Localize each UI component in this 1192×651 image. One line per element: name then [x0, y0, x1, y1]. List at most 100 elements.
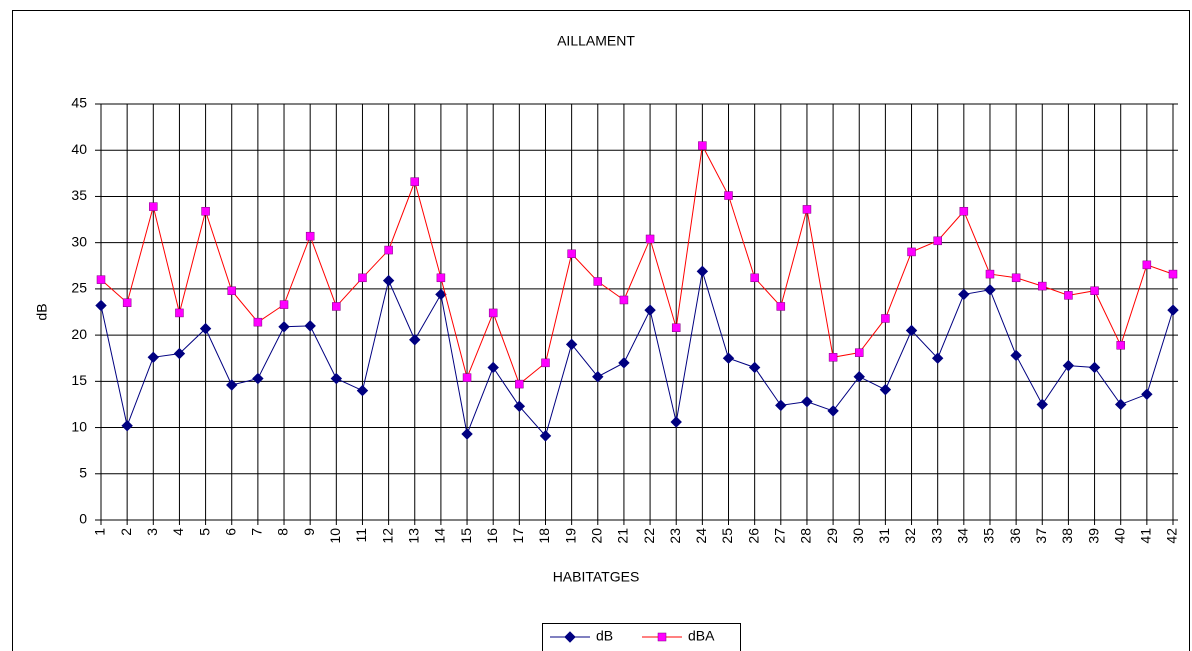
marker — [147, 351, 159, 364]
x-tick-label: 40 — [1111, 528, 1127, 544]
marker — [541, 358, 550, 368]
x-tick-label: 15 — [458, 528, 474, 544]
marker — [854, 348, 864, 357]
x-tick-label: 36 — [1007, 528, 1023, 544]
marker — [226, 379, 238, 391]
x-tick-label: 17 — [510, 528, 526, 544]
marker — [645, 234, 655, 244]
x-tick-label: 38 — [1059, 528, 1075, 544]
y-tick-label: 40 — [71, 141, 87, 157]
marker — [592, 371, 604, 383]
marker — [173, 347, 186, 360]
marker — [121, 419, 133, 432]
marker — [96, 275, 106, 284]
series-line — [100, 143, 1174, 385]
marker — [461, 428, 473, 440]
marker — [985, 269, 995, 279]
marker — [748, 361, 761, 374]
marker — [644, 304, 656, 316]
marker — [671, 323, 681, 332]
x-tick-label: 27 — [772, 528, 788, 544]
marker — [462, 373, 472, 382]
marker — [382, 274, 395, 287]
x-tick-label: 22 — [641, 528, 657, 544]
marker — [1141, 388, 1153, 400]
marker — [515, 379, 524, 389]
y-tick-label: 5 — [79, 464, 87, 480]
x-tick-label: 13 — [405, 528, 421, 544]
y-tick-label: 35 — [71, 187, 87, 203]
x-tick-label: 30 — [850, 528, 866, 544]
series-line — [100, 271, 1174, 437]
marker — [1116, 341, 1125, 350]
x-tick-label: 16 — [484, 528, 500, 544]
marker — [539, 430, 552, 442]
marker — [1167, 304, 1179, 316]
x-tick-label: 25 — [719, 528, 735, 544]
x-tick-label: 41 — [1138, 528, 1154, 544]
marker — [619, 295, 629, 305]
marker — [330, 372, 343, 385]
marker — [750, 273, 759, 283]
marker — [698, 141, 707, 150]
x-tick-label: 18 — [536, 528, 552, 544]
x-tick-label: 11 — [353, 528, 369, 543]
marker — [122, 298, 132, 308]
x-tick-label: 1 — [92, 528, 108, 536]
marker — [1090, 286, 1099, 295]
marker — [1064, 291, 1073, 300]
marker — [670, 416, 682, 428]
marker — [201, 206, 210, 216]
marker — [304, 320, 316, 332]
marker — [227, 286, 236, 295]
y-tick-label: 15 — [71, 372, 87, 388]
marker — [722, 352, 735, 364]
x-tick-label: 35 — [981, 528, 997, 544]
x-tick-label: 21 — [615, 528, 631, 544]
legend-label: dBA — [688, 628, 715, 644]
marker — [828, 353, 838, 362]
chart-border — [12, 10, 1190, 651]
legend: dB dBA — [542, 623, 741, 651]
marker — [776, 302, 786, 311]
marker — [358, 273, 367, 283]
marker — [801, 395, 813, 408]
y-tick-label: 20 — [71, 326, 87, 342]
x-tick-label: 9 — [301, 528, 317, 536]
marker — [775, 399, 787, 412]
marker — [827, 405, 839, 417]
marker — [409, 334, 421, 346]
marker — [931, 352, 944, 364]
chart-title: AILLAMENT — [557, 33, 635, 49]
x-tick-label: 19 — [562, 528, 578, 544]
marker — [513, 400, 526, 413]
x-axis-label: HABITATGES — [553, 569, 640, 585]
marker — [95, 299, 107, 312]
x-tick-label: 28 — [798, 528, 814, 544]
marker — [332, 302, 341, 311]
marker — [410, 177, 420, 186]
x-tick-label: 2 — [118, 528, 134, 536]
x-tick-label: 3 — [144, 528, 160, 536]
x-tick-label: 37 — [1033, 528, 1049, 544]
y-axis-label: dB — [34, 303, 50, 320]
marker — [252, 372, 264, 385]
y-tick-label: 30 — [71, 233, 87, 249]
marker — [853, 371, 865, 383]
x-tick-label: 34 — [955, 528, 971, 544]
marker — [959, 206, 969, 216]
marker — [279, 300, 289, 309]
x-tick-label: 24 — [693, 528, 709, 544]
marker — [657, 632, 667, 642]
marker — [881, 314, 890, 323]
x-tick-label: 14 — [432, 528, 448, 544]
marker — [1038, 281, 1047, 291]
marker — [984, 284, 996, 296]
marker — [487, 361, 499, 374]
marker — [593, 277, 603, 286]
marker — [933, 236, 942, 246]
x-tick-label: 42 — [1164, 528, 1180, 544]
marker — [199, 322, 212, 335]
marker — [564, 631, 576, 643]
legend-label: dB — [596, 628, 613, 644]
